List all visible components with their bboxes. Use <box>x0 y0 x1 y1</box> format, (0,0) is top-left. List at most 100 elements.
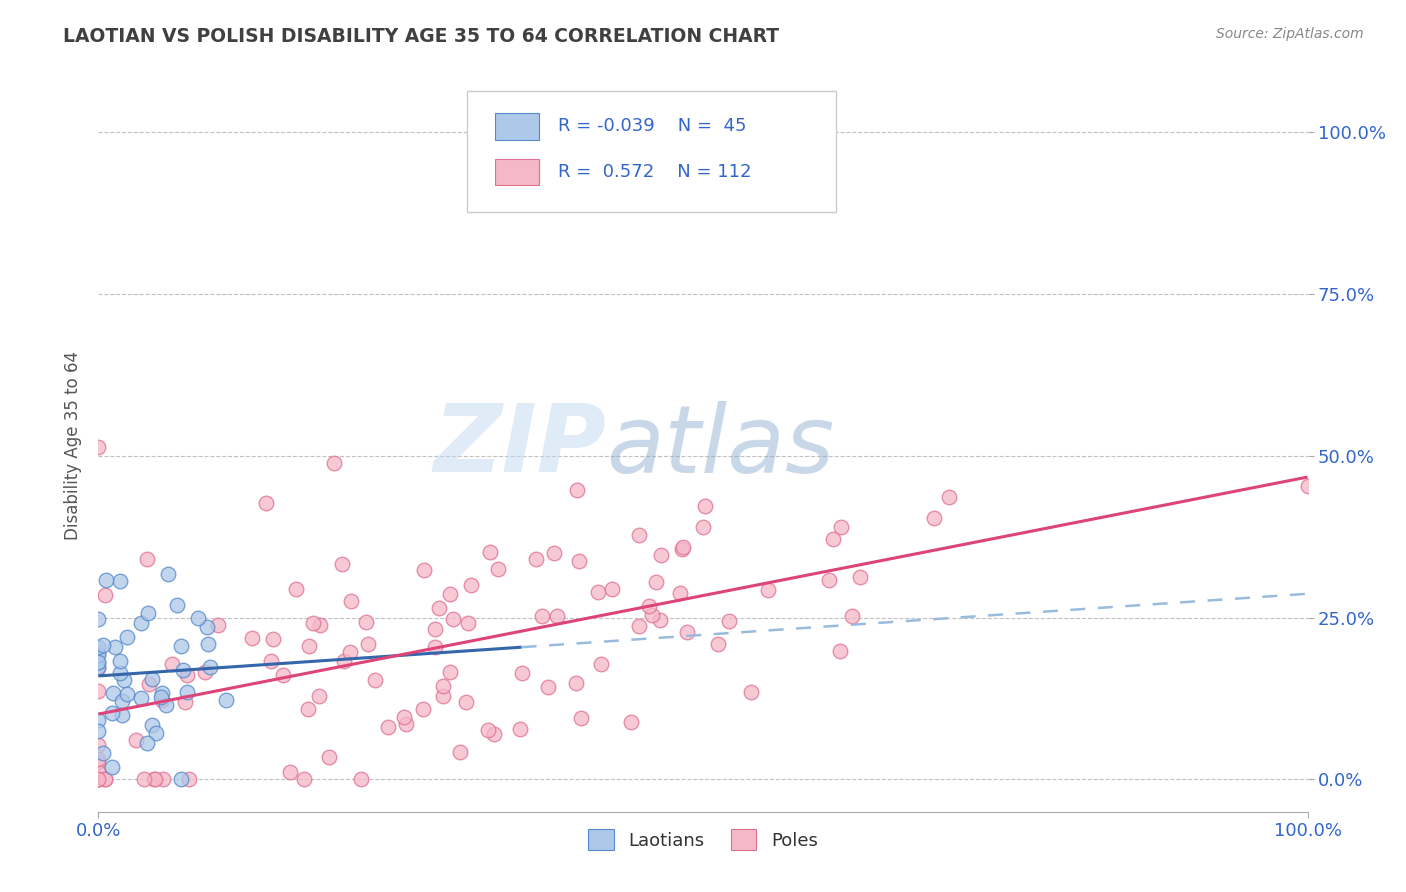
Point <box>395 716 418 731</box>
Point <box>318 750 340 764</box>
Point <box>150 693 173 707</box>
Point <box>425 622 447 636</box>
Text: atlas: atlas <box>606 401 835 491</box>
Point <box>756 583 779 598</box>
Point <box>172 663 194 677</box>
Point <box>924 511 946 525</box>
Point <box>297 702 319 716</box>
Point <box>531 608 554 623</box>
Point <box>477 723 499 738</box>
Point <box>87 660 110 674</box>
Point <box>112 673 135 687</box>
Point <box>87 752 110 766</box>
Point <box>87 440 110 454</box>
Point <box>207 618 229 632</box>
Point <box>938 490 960 504</box>
Point <box>162 657 184 672</box>
Point <box>111 708 134 723</box>
Point <box>339 645 361 659</box>
Point <box>104 640 127 655</box>
Point <box>87 724 110 739</box>
Point <box>441 612 464 626</box>
Point <box>150 686 173 700</box>
Point <box>136 736 159 750</box>
Point <box>157 566 180 581</box>
Point <box>115 630 138 644</box>
Text: LAOTIAN VS POLISH DISABILITY AGE 35 TO 64 CORRELATION CHART: LAOTIAN VS POLISH DISABILITY AGE 35 TO 6… <box>63 27 779 45</box>
Point <box>134 772 156 787</box>
Point <box>308 689 330 703</box>
Point <box>294 772 316 787</box>
Point <box>170 639 193 653</box>
Point <box>87 612 110 626</box>
Point <box>509 722 531 736</box>
Point <box>87 713 110 727</box>
Point <box>101 706 124 721</box>
Text: Source: ZipAtlas.com: Source: ZipAtlas.com <box>1216 27 1364 41</box>
Text: ZIP: ZIP <box>433 400 606 492</box>
Point <box>620 714 643 729</box>
Point <box>87 648 110 662</box>
Point <box>176 668 198 682</box>
Point <box>298 640 321 654</box>
Point <box>194 665 217 679</box>
Point <box>273 668 295 682</box>
Point <box>174 695 197 709</box>
Point <box>717 614 740 628</box>
Y-axis label: Disability Age 35 to 64: Disability Age 35 to 64 <box>65 351 83 541</box>
Point <box>87 660 110 674</box>
Point <box>103 686 125 700</box>
Point <box>141 718 163 732</box>
Point <box>841 609 863 624</box>
Point <box>197 637 219 651</box>
Point <box>823 532 845 546</box>
Point <box>131 690 153 705</box>
Point <box>240 631 263 645</box>
Point <box>432 689 454 703</box>
Point <box>589 657 612 671</box>
Point <box>1296 479 1319 493</box>
Point <box>423 640 446 655</box>
Point <box>138 606 160 620</box>
Point <box>115 687 138 701</box>
Point <box>432 679 454 693</box>
Point <box>87 640 110 654</box>
Point <box>586 585 609 599</box>
Point <box>278 765 301 780</box>
Point <box>93 746 115 760</box>
Point <box>460 577 482 591</box>
Point <box>486 562 509 576</box>
Point <box>87 772 110 787</box>
Point <box>412 702 434 716</box>
Point <box>675 624 697 639</box>
Point <box>125 733 148 747</box>
Point <box>141 672 163 686</box>
Point <box>330 557 353 571</box>
Point <box>537 680 560 694</box>
Point <box>110 574 132 588</box>
Point <box>87 684 110 698</box>
Point <box>650 548 672 562</box>
Point <box>169 772 191 787</box>
Point <box>707 637 730 651</box>
Point <box>94 772 117 787</box>
Point <box>482 727 505 741</box>
Point <box>479 545 502 559</box>
Point <box>830 520 852 534</box>
Point <box>818 574 841 588</box>
Point <box>108 654 131 668</box>
Point <box>543 546 565 560</box>
Point <box>350 772 373 787</box>
Text: R =  0.572    N = 112: R = 0.572 N = 112 <box>558 162 751 181</box>
Legend: Laotians, Poles: Laotians, Poles <box>581 822 825 857</box>
Point <box>427 600 450 615</box>
Point <box>260 654 283 668</box>
Point <box>339 594 361 608</box>
Point <box>439 587 461 601</box>
FancyBboxPatch shape <box>495 159 538 185</box>
Point <box>439 665 461 679</box>
Point <box>254 496 277 510</box>
Point <box>87 755 110 769</box>
Point <box>91 639 114 653</box>
FancyBboxPatch shape <box>467 91 837 212</box>
